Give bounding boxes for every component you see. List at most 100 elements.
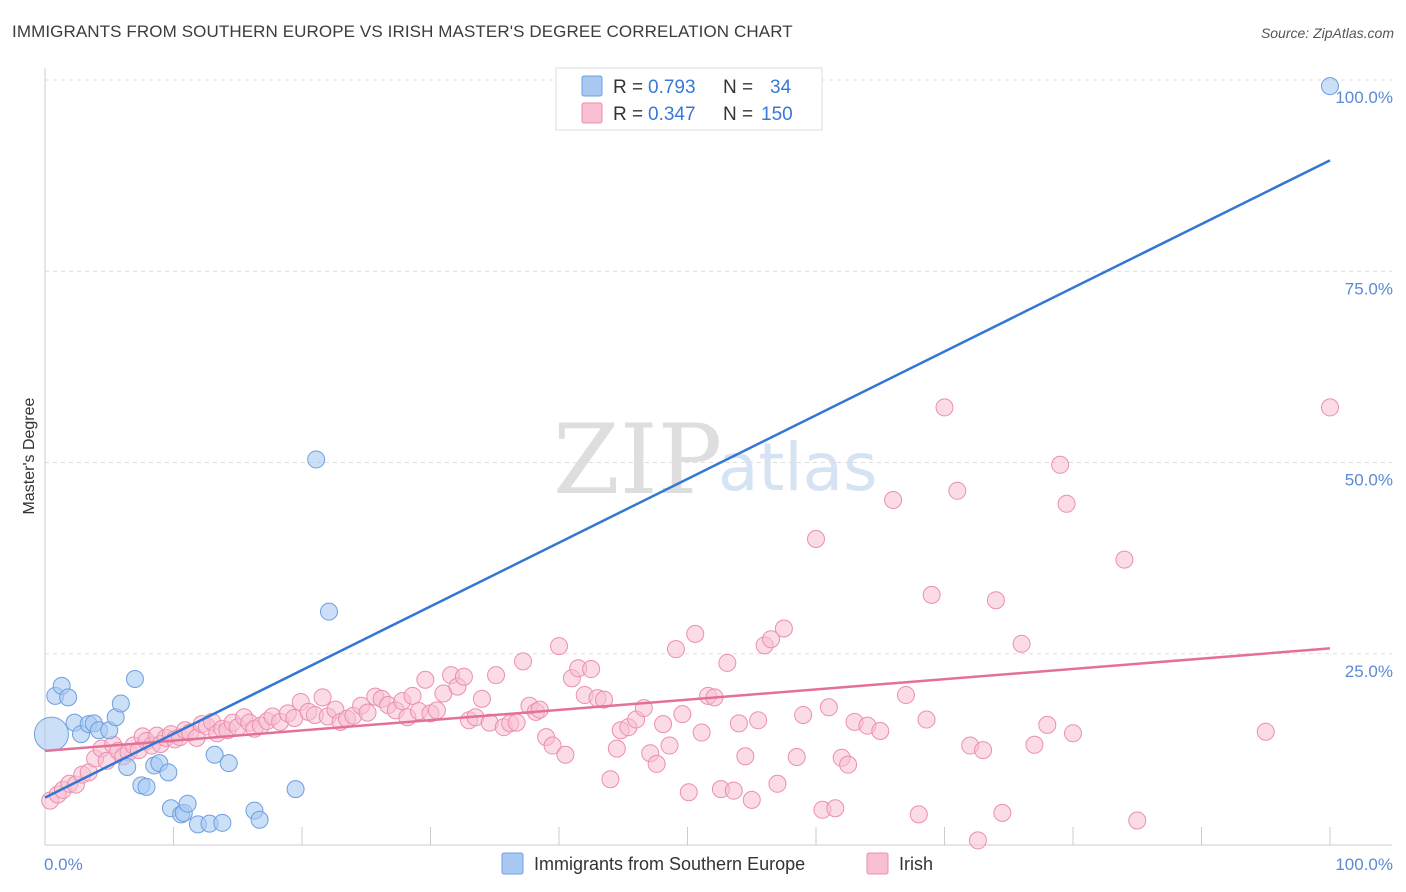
irish-point (742, 790, 761, 809)
bottom-legend-swatch-pink (866, 852, 889, 875)
irish-point (507, 713, 526, 732)
irish-point (660, 736, 679, 755)
y-tick-label: 50.0% (1345, 471, 1393, 490)
irish-point (530, 700, 549, 719)
irish-point (472, 689, 491, 708)
irish-point (673, 705, 692, 724)
irish-point (647, 754, 666, 773)
irish-point (358, 703, 377, 722)
southern-europe-point (286, 780, 305, 799)
legend-r-label-2: R = (613, 104, 643, 125)
southern-europe-points (33, 77, 1339, 834)
x-tick-label: 100.0% (1335, 855, 1393, 874)
watermark-zip: ZIP (553, 404, 722, 516)
irish-point (986, 591, 1005, 610)
irish-point (582, 660, 601, 679)
irish-point (692, 723, 711, 742)
irish-point (794, 705, 813, 724)
southern-europe-point (111, 694, 130, 713)
irish-point (819, 698, 838, 717)
southern-europe-point (213, 813, 232, 832)
grid-lines (45, 79, 1392, 655)
bottom-legend-label-blue: Immigrants from Southern Europe (534, 854, 805, 874)
axes (44, 68, 1392, 846)
southern-europe-point (219, 754, 238, 773)
irish-point (1038, 715, 1057, 734)
irish-trend-line (44, 647, 1331, 753)
source-credit: Source: ZipAtlas.com (1260, 25, 1394, 41)
y-tick-label: 100.0% (1335, 88, 1393, 107)
bottom-legend-label-pink: Irish (899, 854, 933, 874)
southern-europe-point (1321, 77, 1339, 96)
irish-point (762, 630, 781, 649)
irish-point (724, 781, 743, 800)
irish-point (871, 722, 890, 741)
y-tick-label: 75.0% (1345, 279, 1393, 298)
irish-point (1321, 398, 1339, 417)
irish-point (896, 686, 915, 705)
y-axis-label: Master's Degree (21, 397, 38, 514)
irish-point (487, 666, 506, 685)
irish-point (1128, 811, 1147, 830)
legend-r-value-1: 0.793 (648, 77, 696, 98)
irish-point (594, 690, 613, 709)
southern-europe-point (59, 688, 78, 707)
irish-point (454, 667, 473, 686)
irish-point (1051, 455, 1070, 474)
southern-europe-point (137, 777, 156, 796)
irish-point (729, 714, 748, 733)
irish-point (922, 585, 941, 604)
irish-point (909, 805, 928, 824)
irish-point (666, 640, 685, 659)
southern-europe-point (250, 810, 269, 829)
southern-europe-point (118, 757, 137, 776)
irish-point (917, 710, 936, 729)
southern-europe-point (178, 794, 197, 813)
irish-point (607, 739, 626, 758)
series-legend: Immigrants from Southern Europe Irish (501, 852, 933, 875)
irish-point (601, 770, 620, 789)
southern-europe-point (319, 602, 338, 621)
irish-point (654, 715, 673, 734)
irish-point (514, 652, 533, 671)
irish-point (718, 653, 737, 672)
southern-europe-point (307, 450, 326, 469)
irish-point (1256, 722, 1275, 741)
southern-europe-point (159, 763, 178, 782)
southern-europe-point (33, 716, 69, 752)
irish-point (968, 831, 987, 850)
chart-title: IMMIGRANTS FROM SOUTHERN EUROPE VS IRISH… (12, 22, 793, 41)
legend-swatch-blue (581, 75, 603, 97)
irish-point (935, 398, 954, 417)
irish-point (1064, 724, 1082, 743)
irish-point (679, 783, 698, 802)
irish-point (686, 624, 705, 643)
irish-point (807, 530, 825, 548)
irish-point (543, 736, 562, 755)
irish-point (1012, 634, 1031, 653)
legend-n-value-1: 34 (770, 77, 792, 98)
southern-europe-point (125, 669, 144, 688)
trend-lines (44, 159, 1331, 799)
irish-point (948, 481, 967, 500)
legend-n-label-2: N = (723, 104, 753, 125)
bottom-legend-swatch-blue (501, 852, 524, 875)
southern-europe-point (205, 745, 224, 764)
irish-point (993, 803, 1012, 822)
correlation-legend: R = 0.793 N = 34 R = 0.347 N = 150 (555, 67, 823, 131)
irish-point (1057, 494, 1076, 513)
irish-point (736, 747, 755, 766)
irish-point (787, 748, 806, 767)
irish-point (427, 701, 446, 720)
irish-point (768, 774, 787, 793)
irish-point (416, 670, 435, 689)
watermark-atlas: atlas (718, 429, 878, 506)
irish-point (403, 686, 422, 705)
irish-point (556, 745, 575, 764)
legend-r-label-1: R = (613, 77, 643, 98)
x-tick-label: 0.0% (44, 855, 83, 874)
irish-point (1115, 550, 1134, 569)
irish-point (313, 688, 332, 707)
y-tick-label: 25.0% (1345, 662, 1393, 681)
